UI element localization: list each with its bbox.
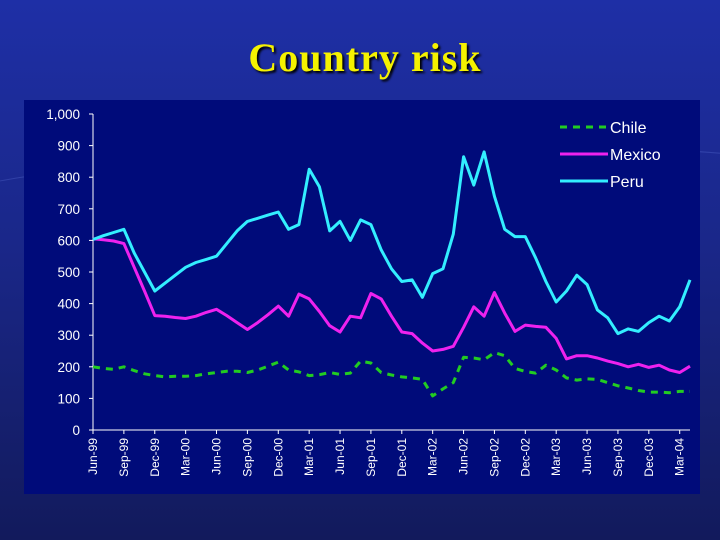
y-tick-label: 700 xyxy=(57,202,80,217)
x-tick-label: Jun-03 xyxy=(580,438,594,475)
x-tick-label: Sep-03 xyxy=(611,438,625,477)
x-axis: Jun-99 Sep-99 Dec-99 Mar-00 Jun-00 Sep-00 Dec-… xyxy=(86,429,690,477)
legend-label-chile: Chile xyxy=(610,120,647,137)
y-tick-label: 900 xyxy=(57,139,80,154)
series-layer xyxy=(92,150,692,398)
y-axis: 0 100 200 300 400 500 600 700 800 900 1,000 xyxy=(46,107,94,438)
series-line-chile xyxy=(92,351,690,398)
x-tick-label: Jun-01 xyxy=(333,438,347,475)
x-tick-label: Jun-02 xyxy=(457,438,471,475)
x-tick-label: Mar-03 xyxy=(549,438,563,476)
y-tick-label: 300 xyxy=(57,328,80,343)
x-tick-label: Dec-00 xyxy=(271,438,285,477)
y-tick-label: 200 xyxy=(57,360,80,375)
series-line-mexico xyxy=(92,237,691,374)
y-tick-label: 0 xyxy=(72,423,80,438)
y-tick-label: 400 xyxy=(57,297,80,312)
x-tick-label: Dec-03 xyxy=(642,438,656,477)
x-tick-label: Dec-01 xyxy=(395,438,409,477)
y-tick-label: 600 xyxy=(57,233,80,248)
x-tick-label: Mar-00 xyxy=(179,438,193,476)
x-tick-label: Mar-01 xyxy=(302,438,316,476)
y-tick-label: 100 xyxy=(57,391,80,406)
x-tick-label: Sep-99 xyxy=(117,438,131,477)
y-tick-label: 800 xyxy=(57,170,80,185)
legend-label-peru: Peru xyxy=(610,174,644,191)
slide-title: Country risk xyxy=(248,35,482,80)
y-tick-label: 1,000 xyxy=(46,107,80,122)
x-tick-label: Jun-00 xyxy=(210,438,224,475)
series-line-peru xyxy=(92,150,692,336)
x-tick-label: Dec-02 xyxy=(518,438,532,477)
legend-label-mexico: Mexico xyxy=(610,147,661,164)
x-tick-label: Sep-02 xyxy=(487,438,501,477)
x-tick-label: Jun-99 xyxy=(86,438,100,475)
x-tick-label: Dec-99 xyxy=(148,438,162,477)
y-tick-label: 500 xyxy=(57,265,80,280)
legend: Chile Mexico Peru xyxy=(535,113,690,195)
x-tick-label: Mar-02 xyxy=(426,438,440,476)
x-tick-label: Sep-00 xyxy=(240,438,254,477)
x-tick-label: Mar-04 xyxy=(673,438,687,476)
x-tick-label: Sep-01 xyxy=(364,438,378,477)
